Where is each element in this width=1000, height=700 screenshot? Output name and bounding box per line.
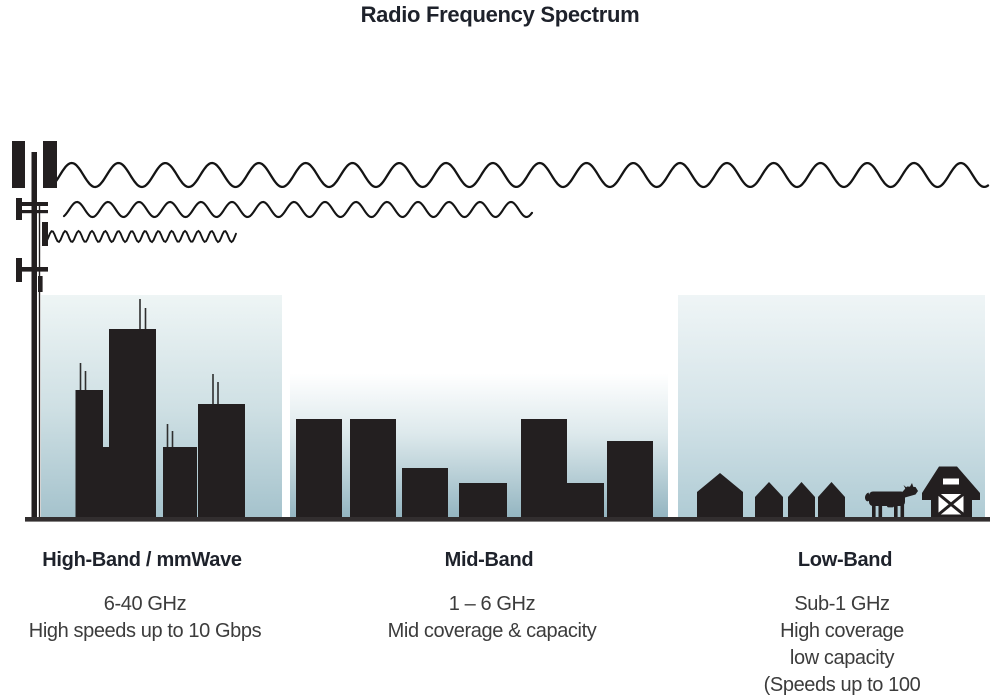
- page-title: Radio Frequency Spectrum: [360, 2, 640, 27]
- high-band-label: High-Band / mmWave: [42, 549, 242, 571]
- building: [607, 441, 653, 519]
- building: [521, 419, 567, 519]
- building: [163, 447, 197, 519]
- medium-wavelength-wave-icon: [62, 200, 534, 219]
- building: [459, 483, 507, 519]
- building: [198, 404, 245, 519]
- low-band-farm-icon: [697, 466, 980, 519]
- mid-band-skyline-icon: [296, 419, 653, 519]
- building: [103, 447, 110, 519]
- high-band-specs: 6-40 GHz High speeds up to 10 Gbps: [28, 593, 262, 642]
- mid-band-label: Mid-Band: [444, 549, 534, 571]
- building: [402, 468, 448, 519]
- long-wavelength-wave-icon: [53, 161, 990, 189]
- cow-icon: [864, 483, 918, 517]
- building: [567, 483, 604, 519]
- short-wavelength-wave-icon: [46, 229, 237, 244]
- building: [75, 390, 103, 519]
- barn-door: [935, 491, 967, 518]
- low-band-specs: Sub-1 GHz High coverage low capacity (Sp…: [763, 593, 921, 696]
- high-band-skyline-icon: [75, 299, 245, 519]
- rooftop-antennas: [79, 299, 219, 447]
- low-band-label: Low-Band: [797, 549, 893, 571]
- house-icon: [755, 482, 783, 519]
- house-icon: [697, 473, 743, 519]
- building: [350, 419, 396, 519]
- building: [109, 329, 156, 519]
- mid-band-specs: 1 – 6 GHz Mid coverage & capacity: [387, 593, 597, 642]
- building: [296, 419, 342, 519]
- barn-icon: [922, 466, 980, 518]
- house-icon: [788, 482, 815, 519]
- house-icon: [818, 482, 845, 519]
- ground-line: [25, 517, 990, 522]
- barn-vent: [943, 478, 959, 485]
- cell-tower-icon: [12, 141, 57, 518]
